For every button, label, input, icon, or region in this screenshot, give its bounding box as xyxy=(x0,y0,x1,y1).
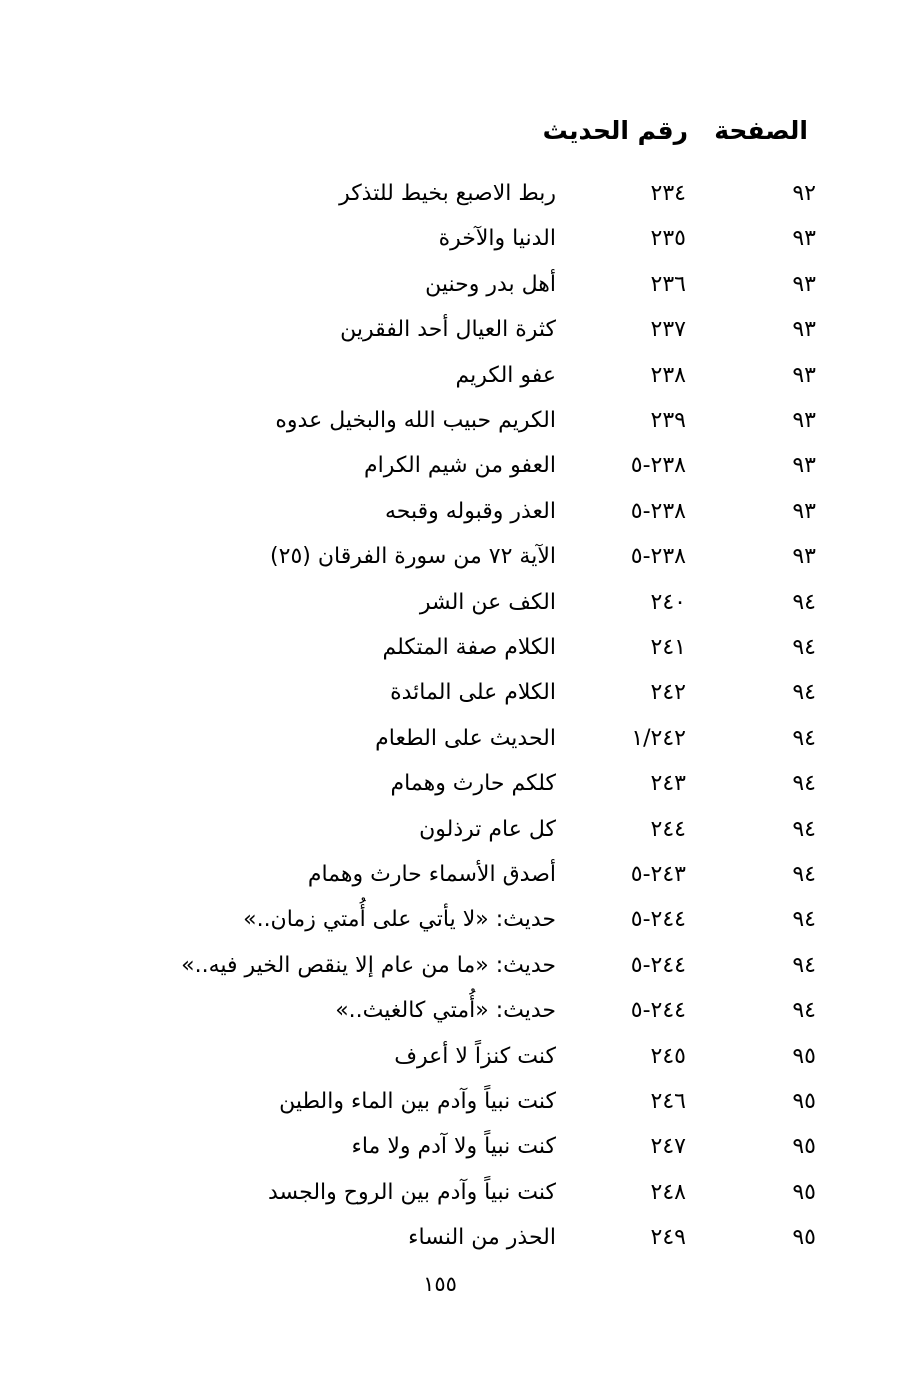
index-row: ٩٤ ٢٤٢ الكلام على المائدة xyxy=(0,673,908,717)
row-hadith-number: ٢٤٥ xyxy=(650,1043,686,1069)
row-page: ٩٥ xyxy=(792,1089,816,1114)
row-hadith-number: ٢٤٤-٥ xyxy=(630,907,686,933)
row-hadith-number: ٢٤٦ xyxy=(650,1089,686,1114)
row-title: الدنيا والآخرة xyxy=(438,226,556,252)
row-page: ٩٣ xyxy=(792,362,816,388)
row-hadith-number: ٢٤٢ xyxy=(650,680,686,706)
row-hadith-number: ٢٣٧ xyxy=(650,317,686,343)
row-hadith-number: ٢٤٨ xyxy=(650,1179,686,1205)
row-hadith-number: ٢٤٤-٥ xyxy=(630,952,686,978)
row-page: ٩٤ xyxy=(792,998,816,1024)
index-row: ٩٤ ٢٤٣ كلكم حارث وهمام xyxy=(0,764,908,808)
row-page: ٩٣ xyxy=(792,498,816,524)
header-hadith-number-column: رقم الحديث xyxy=(542,116,688,145)
row-page: ٩٥ xyxy=(792,1043,816,1069)
row-title: أصدق الأسماء حارث وهمام xyxy=(307,862,556,887)
row-page: ٩٥ xyxy=(792,1225,816,1251)
index-row: ٩٣ ٢٣٦ أهل بدر وحنين xyxy=(0,265,908,309)
index-row: ٩٥ ٢٤٥ كنت كنزاً لا أعرف xyxy=(0,1037,908,1081)
index-row: ٩٤ ٢٤٤-٥ حديث: «أُمتي كالغيث..» xyxy=(0,991,908,1035)
index-row: ٩٣ ٢٣٨-٥ العفو من شيم الكرام xyxy=(0,446,908,490)
row-hadith-number: ٢٤١ xyxy=(650,635,686,660)
row-title: الحديث على الطعام xyxy=(375,725,556,751)
row-title: حديث: «أُمتي كالغيث..» xyxy=(335,998,556,1024)
row-title: ربط الاصبع بخيط للتذكر xyxy=(339,181,556,206)
index-row: ٩٤ ٢٤٤-٥ حديث: «لا يأتي على أُمتي زمان..» xyxy=(0,900,908,944)
row-title: كنت كنزاً لا أعرف xyxy=(394,1043,556,1069)
row-hadith-number: ١/٢٤٢ xyxy=(631,725,686,751)
row-title: كل عام ترذلون xyxy=(419,816,556,842)
index-row: ٩٤ ١/٢٤٢ الحديث على الطعام xyxy=(0,719,908,763)
row-title: عفو الكريم xyxy=(455,362,556,388)
index-row: ٩٥ ٢٤٧ كنت نبياً ولا آدم ولا ماء xyxy=(0,1127,908,1171)
row-title: العذر وقبوله وقبحه xyxy=(384,498,556,524)
row-hadith-number: ٢٣٦ xyxy=(650,271,686,297)
row-page: ٩٤ xyxy=(792,771,816,797)
row-page: ٩٣ xyxy=(792,453,816,479)
row-hadith-number: ٢٤٣ xyxy=(650,771,686,797)
row-title: كنت نبياً وآدم بين الماء والطين xyxy=(279,1089,556,1114)
row-hadith-number: ٢٣٤ xyxy=(650,181,686,206)
row-page: ٩٢ xyxy=(792,181,816,206)
index-row: ٩٤ ٢٤٣-٥ أصدق الأسماء حارث وهمام xyxy=(0,855,908,899)
index-row: ٩٤ ٢٤١ الكلام صفة المتكلم xyxy=(0,628,908,672)
row-hadith-number: ٢٤٧ xyxy=(650,1134,686,1160)
row-hadith-number: ٢٤٩ xyxy=(650,1225,686,1251)
row-title: كنت نبياً ولا آدم ولا ماء xyxy=(351,1134,557,1160)
row-hadith-number: ٢٤٤-٥ xyxy=(630,998,686,1024)
row-page: ٩٣ xyxy=(792,317,816,343)
index-row: ٩٥ ٢٤٩ الحذر من النساء xyxy=(0,1218,908,1262)
row-page: ٩٤ xyxy=(792,725,816,751)
row-page: ٩٥ xyxy=(792,1179,816,1205)
index-row: ٩٥ ٢٤٦ كنت نبياً وآدم بين الماء والطين xyxy=(0,1082,908,1126)
index-row: ٩٣ ٢٣٨-٥ العذر وقبوله وقبحه xyxy=(0,492,908,536)
row-title: العفو من شيم الكرام xyxy=(364,453,556,479)
row-title: الكلام على المائدة xyxy=(390,680,556,706)
index-row: ٩٤ ٢٤٠ الكف عن الشر xyxy=(0,583,908,627)
row-title: أهل بدر وحنين xyxy=(425,271,556,297)
row-page: ٩٣ xyxy=(792,408,816,433)
index-row: ٩٣ ٢٣٥ الدنيا والآخرة xyxy=(0,219,908,263)
row-page: ٩٤ xyxy=(792,589,816,615)
header-page-column: الصفحة xyxy=(714,116,808,145)
row-hadith-number: ٢٤٣-٥ xyxy=(630,862,686,887)
row-page: ٩٣ xyxy=(792,271,816,297)
row-title: كلكم حارث وهمام xyxy=(390,771,556,797)
row-title: الكف عن الشر xyxy=(419,589,556,615)
row-hadith-number: ٢٣٥ xyxy=(650,226,686,252)
row-page: ٩٤ xyxy=(792,952,816,978)
row-title: حديث: «ما من عام إلا ينقص الخير فيه..» xyxy=(181,952,556,978)
row-page: ٩٤ xyxy=(792,680,816,706)
row-title: الكريم حبيب الله والبخيل عدوه xyxy=(275,408,556,433)
row-hadith-number: ٢٣٨-٥ xyxy=(630,453,686,479)
row-title: الآية ٧٢ من سورة الفرقان (٢٥) xyxy=(270,544,556,570)
index-row: ٩٣ ٢٣٨ عفو الكريم xyxy=(0,356,908,400)
row-title: حديث: «لا يأتي على أُمتي زمان..» xyxy=(243,907,556,933)
row-hadith-number: ٢٤٠ xyxy=(650,589,686,615)
row-title: الحذر من النساء xyxy=(408,1225,556,1251)
row-title: كنت نبياً وآدم بين الروح والجسد xyxy=(267,1179,556,1205)
row-page: ٩٤ xyxy=(792,907,816,933)
row-page: ٩٤ xyxy=(792,635,816,660)
index-row: ٩٥ ٢٤٨ كنت نبياً وآدم بين الروح والجسد xyxy=(0,1173,908,1217)
index-row: ٩٣ ٢٣٩ الكريم حبيب الله والبخيل عدوه xyxy=(0,401,908,445)
row-hadith-number: ٢٣٩ xyxy=(650,408,686,433)
row-title: الكلام صفة المتكلم xyxy=(382,635,556,660)
row-page: ٩٤ xyxy=(792,862,816,887)
page-number: ١٥٥ xyxy=(423,1272,457,1296)
index-row: ٩٤ ٢٤٤ كل عام ترذلون xyxy=(0,810,908,854)
row-page: ٩٥ xyxy=(792,1134,816,1160)
index-row: ٩٣ ٢٣٧ كثرة العيال أحد الفقرين xyxy=(0,310,908,354)
row-hadith-number: ٢٣٨-٥ xyxy=(630,544,686,570)
index-row: ٩٤ ٢٤٤-٥ حديث: «ما من عام إلا ينقص الخير ف… xyxy=(0,946,908,990)
row-hadith-number: ٢٤٤ xyxy=(650,816,686,842)
index-row: ٩٢ ٢٣٤ ربط الاصبع بخيط للتذكر xyxy=(0,174,908,218)
row-hadith-number: ٢٣٨-٥ xyxy=(630,498,686,524)
row-hadith-number: ٢٣٨ xyxy=(650,362,686,388)
row-page: ٩٣ xyxy=(792,226,816,252)
row-page: ٩٣ xyxy=(792,544,816,570)
row-title: كثرة العيال أحد الفقرين xyxy=(340,317,556,343)
index-row: ٩٣ ٢٣٨-٥ الآية ٧٢ من سورة الفرقان (٢٥) xyxy=(0,537,908,581)
row-page: ٩٤ xyxy=(792,816,816,842)
